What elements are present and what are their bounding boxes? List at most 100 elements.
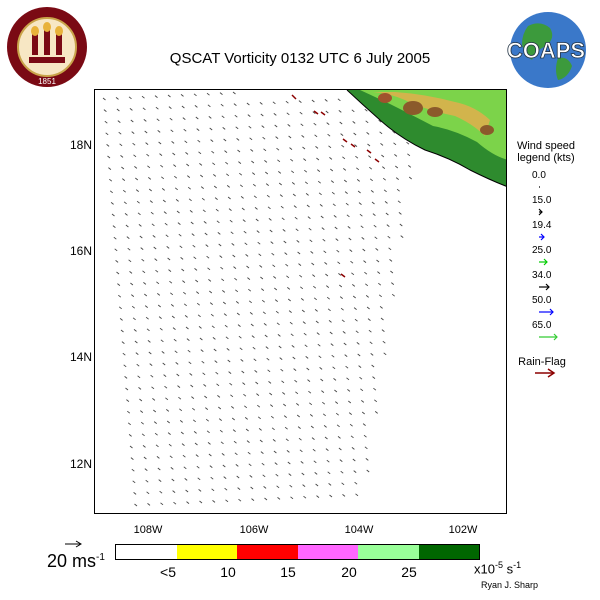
wind-barb	[300, 286, 304, 290]
wind-barb	[360, 225, 364, 229]
wind-barb	[281, 217, 285, 221]
wind-barb	[316, 157, 320, 161]
wind-barb	[215, 371, 219, 375]
wind-barb	[261, 299, 265, 303]
wind-barb	[259, 439, 263, 443]
wind-barb	[156, 118, 160, 122]
wind-barb	[290, 158, 294, 162]
wind-barb	[293, 205, 297, 208]
wind-legend-label: 65.0	[532, 320, 552, 331]
wind-barb	[165, 397, 169, 401]
wind-barb	[371, 201, 375, 205]
wind-barb	[161, 176, 165, 180]
wind-barb	[177, 385, 181, 388]
colorbar-segment	[176, 545, 237, 559]
wind-barb	[303, 495, 307, 499]
wind-barb	[169, 455, 173, 459]
wind-barb	[128, 259, 132, 263]
wind-barb	[180, 257, 184, 260]
wind-barb	[369, 178, 373, 182]
wind-barb	[288, 135, 292, 139]
wind-barb	[226, 173, 230, 177]
wind-barb	[231, 406, 235, 409]
wind-barb	[359, 376, 363, 380]
terrain-peak	[403, 101, 423, 115]
wind-barb	[282, 229, 286, 232]
wind-barb	[144, 468, 148, 471]
wind-barb	[396, 188, 400, 192]
wind-barb	[220, 441, 224, 445]
wind-barb	[154, 95, 158, 98]
colorbar-units: x10-5 s-1	[474, 560, 522, 577]
wind-barb	[353, 307, 357, 310]
wind-barb	[134, 340, 138, 344]
wind-barb	[228, 371, 232, 374]
wind-barb	[183, 128, 187, 132]
wind-barb	[188, 198, 192, 202]
wind-legend-arrow-icon	[539, 333, 558, 341]
wind-barb	[208, 116, 212, 119]
wind-barb	[355, 155, 359, 159]
wind-barb	[257, 241, 261, 245]
wind-barb	[330, 168, 334, 172]
wind-barb	[169, 280, 173, 284]
wind-barb	[194, 268, 198, 271]
wind-barb	[367, 143, 371, 147]
wind-barb	[183, 466, 187, 470]
wind-barb	[104, 120, 108, 124]
lat-label-12n: 12N	[69, 457, 92, 471]
wind-barb	[293, 368, 297, 371]
wind-barb	[345, 365, 349, 369]
lat-label-16n: 16N	[69, 244, 92, 258]
wind-barb	[155, 269, 159, 273]
wind-barb	[156, 281, 160, 285]
wind-barb	[192, 244, 196, 248]
wind-barb	[365, 120, 369, 124]
wind-barb	[171, 141, 175, 144]
wind-barb	[132, 317, 136, 321]
wind-barb	[383, 189, 387, 193]
wind-barb	[170, 129, 174, 133]
wind-barb	[326, 285, 330, 288]
wind-barb	[361, 237, 365, 240]
wind-barb	[131, 305, 135, 309]
wind-barb	[319, 204, 323, 207]
wind-barb	[302, 321, 306, 324]
wind-barb	[266, 357, 270, 361]
wind-barb	[288, 310, 292, 313]
wind-barb	[400, 235, 404, 238]
wind-barb	[200, 174, 204, 178]
wind-barb	[168, 443, 172, 447]
wind-barb	[354, 318, 358, 322]
wind-barb	[219, 92, 223, 95]
wind-barb	[243, 230, 247, 234]
wind-barb	[363, 260, 367, 263]
wind-barb	[107, 155, 111, 159]
wind-barb	[126, 236, 130, 239]
wind-barb	[187, 175, 191, 178]
wind-barb	[164, 385, 168, 389]
wind-barb	[352, 284, 356, 287]
wind-barb	[224, 487, 228, 491]
wind-barb	[135, 189, 139, 192]
wind-barb	[379, 131, 383, 135]
wind-barb	[176, 210, 180, 214]
wind-barb	[342, 331, 346, 334]
wind-barb	[134, 166, 138, 169]
wind-barb	[339, 459, 343, 462]
wind-barb	[140, 410, 144, 413]
wind-barb	[362, 423, 366, 426]
wind-barb	[271, 252, 275, 256]
wind-barb	[230, 394, 234, 398]
wind-barb	[172, 490, 176, 493]
lon-label-102w: 102W	[448, 524, 478, 536]
wind-barb	[329, 494, 333, 498]
wind-barb	[116, 271, 120, 275]
wind-barb	[160, 502, 164, 506]
wind-barb	[269, 229, 273, 233]
wind-barb	[239, 184, 243, 188]
wind-barb	[176, 373, 180, 377]
wind-barb	[119, 143, 123, 147]
wind-barb	[245, 428, 249, 432]
wind-barb	[133, 329, 137, 332]
